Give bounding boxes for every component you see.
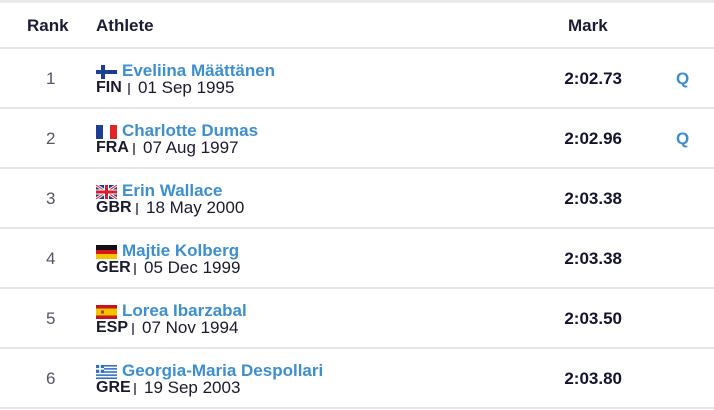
- separator: [128, 83, 130, 95]
- mark-value: 2:03.38: [564, 249, 622, 268]
- rank-cell: 5: [46, 309, 56, 328]
- athlete-name-link[interactable]: Erin Wallace: [122, 181, 223, 200]
- country-code: ESP: [96, 319, 129, 336]
- athlete-name-link[interactable]: Eveliina Määttänen: [122, 61, 276, 80]
- mark-header: Mark: [568, 16, 608, 35]
- france-flag-icon: [96, 125, 117, 139]
- mark-value: 2:03.50: [564, 309, 622, 328]
- separator: [134, 383, 136, 395]
- table-row: 6 Georgia-Maria Despollari GRE 19 Sep 20…: [0, 349, 714, 409]
- country-code: GER: [96, 259, 131, 276]
- rank-cell: 2: [46, 129, 56, 148]
- athlete-name-link[interactable]: Georgia-Maria Despollari: [122, 361, 324, 380]
- table-header: Rank Athlete Mark: [0, 3, 714, 49]
- qualified-badge: Q: [676, 129, 690, 148]
- table-row: 4 Majtie Kolberg GER 05 Dec 1999 2:03.38: [0, 229, 714, 289]
- rank-cell: 6: [46, 369, 56, 388]
- birth-date: 05 Dec 1999: [144, 258, 241, 277]
- separator: [133, 143, 135, 155]
- mark-value: 2:03.80: [564, 369, 622, 388]
- table-row: 3 Erin Wallace GBR 18 May 2000 2:03.38: [0, 169, 714, 229]
- finland-flag-icon: [96, 65, 117, 79]
- birth-date: 07 Nov 1994: [142, 318, 239, 337]
- qualified-badge: Q: [676, 69, 690, 88]
- country-code: GBR: [96, 199, 132, 216]
- country-code: FIN: [96, 79, 122, 96]
- birth-date: 07 Aug 1997: [143, 138, 239, 157]
- separator: [134, 263, 136, 275]
- spain-flag-icon: [96, 305, 117, 319]
- table-row: 1 Eveliina Määttänen FIN 01 Sep 1995 2:0…: [0, 49, 714, 109]
- greece-flag-icon: [96, 365, 117, 379]
- birth-date: 01 Sep 1995: [138, 78, 235, 97]
- athlete-name-link[interactable]: Lorea Ibarzabal: [122, 301, 247, 320]
- mark-value: 2:02.96: [564, 129, 622, 148]
- table-row: 2 Charlotte Dumas FRA 07 Aug 1997 2:02.9…: [0, 109, 714, 169]
- table-row: 5 Lorea Ibarzabal ESP 07 Nov 1994 2:03.5…: [0, 289, 714, 349]
- athlete-header: Athlete: [96, 16, 154, 35]
- rank-cell: 3: [46, 189, 56, 208]
- athlete-name-link[interactable]: Charlotte Dumas: [122, 121, 259, 140]
- birth-date: 19 Sep 2003: [144, 378, 241, 397]
- athlete-name-link[interactable]: Majtie Kolberg: [122, 241, 240, 260]
- rank-cell: 1: [46, 69, 56, 88]
- country-code: GRE: [96, 379, 131, 396]
- rank-header: Rank: [27, 16, 69, 35]
- great-britain-flag-icon: [96, 185, 117, 199]
- separator: [136, 203, 138, 215]
- mark-value: 2:03.38: [564, 189, 622, 208]
- birth-date: 18 May 2000: [146, 198, 245, 217]
- separator: [132, 323, 134, 335]
- mark-value: 2:02.73: [564, 69, 622, 88]
- germany-flag-icon: [96, 245, 117, 259]
- rank-cell: 4: [46, 249, 56, 268]
- country-code: FRA: [96, 139, 129, 156]
